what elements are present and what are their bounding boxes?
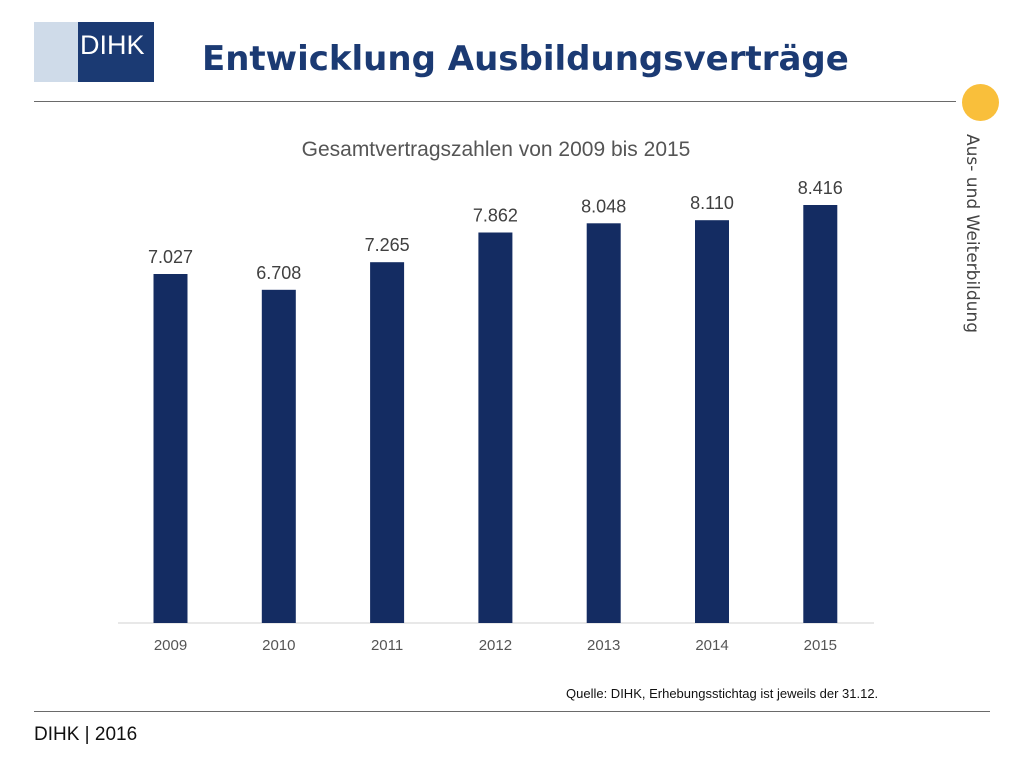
source-note: Quelle: DIHK, Erhebungsstichtag ist jewe… — [566, 686, 879, 701]
x-tick-label-2012: 2012 — [479, 637, 512, 654]
x-tick-label-2014: 2014 — [695, 637, 728, 654]
data-label-2014: 8.110 — [690, 193, 734, 213]
bar-chart: Gesamtvertragszahlen von 2009 bis 2015 7… — [118, 138, 874, 654]
data-label-2012: 7.862 — [473, 206, 518, 226]
header-divider — [34, 101, 956, 102]
bar-2010 — [261, 289, 296, 623]
data-label-2015: 8.416 — [798, 178, 843, 198]
dihk-logo: DIHK — [34, 22, 154, 82]
data-label-2013: 8.048 — [581, 196, 626, 216]
accent-dot-icon — [962, 84, 999, 121]
chart-title: Gesamtvertragszahlen von 2009 bis 2015 — [302, 138, 691, 161]
bar-2009 — [153, 274, 188, 623]
data-label-2011: 7.265 — [365, 235, 410, 255]
bar-2012 — [478, 232, 513, 623]
slide-title: Entwicklung Ausbildungsverträge — [202, 39, 849, 79]
footer-divider — [34, 711, 990, 712]
bar-2011 — [370, 262, 405, 623]
data-label-2010: 6.708 — [256, 263, 301, 283]
data-label-2009: 7.027 — [148, 247, 193, 267]
bar-2013 — [586, 223, 621, 624]
logo-dark-block — [78, 22, 154, 82]
bar-2015 — [803, 205, 838, 623]
logo-text: DIHK — [80, 30, 145, 60]
x-tick-label-2015: 2015 — [804, 637, 837, 654]
x-tick-label-2009: 2009 — [154, 637, 187, 654]
x-tick-label-2013: 2013 — [587, 637, 620, 654]
side-label: Aus- und Weiterbildung — [962, 134, 982, 334]
footer-text: DIHK | 2016 — [34, 724, 138, 745]
x-tick-label-2011: 2011 — [371, 637, 403, 654]
bar-2014 — [695, 220, 729, 623]
x-tick-label-2010: 2010 — [262, 637, 295, 654]
